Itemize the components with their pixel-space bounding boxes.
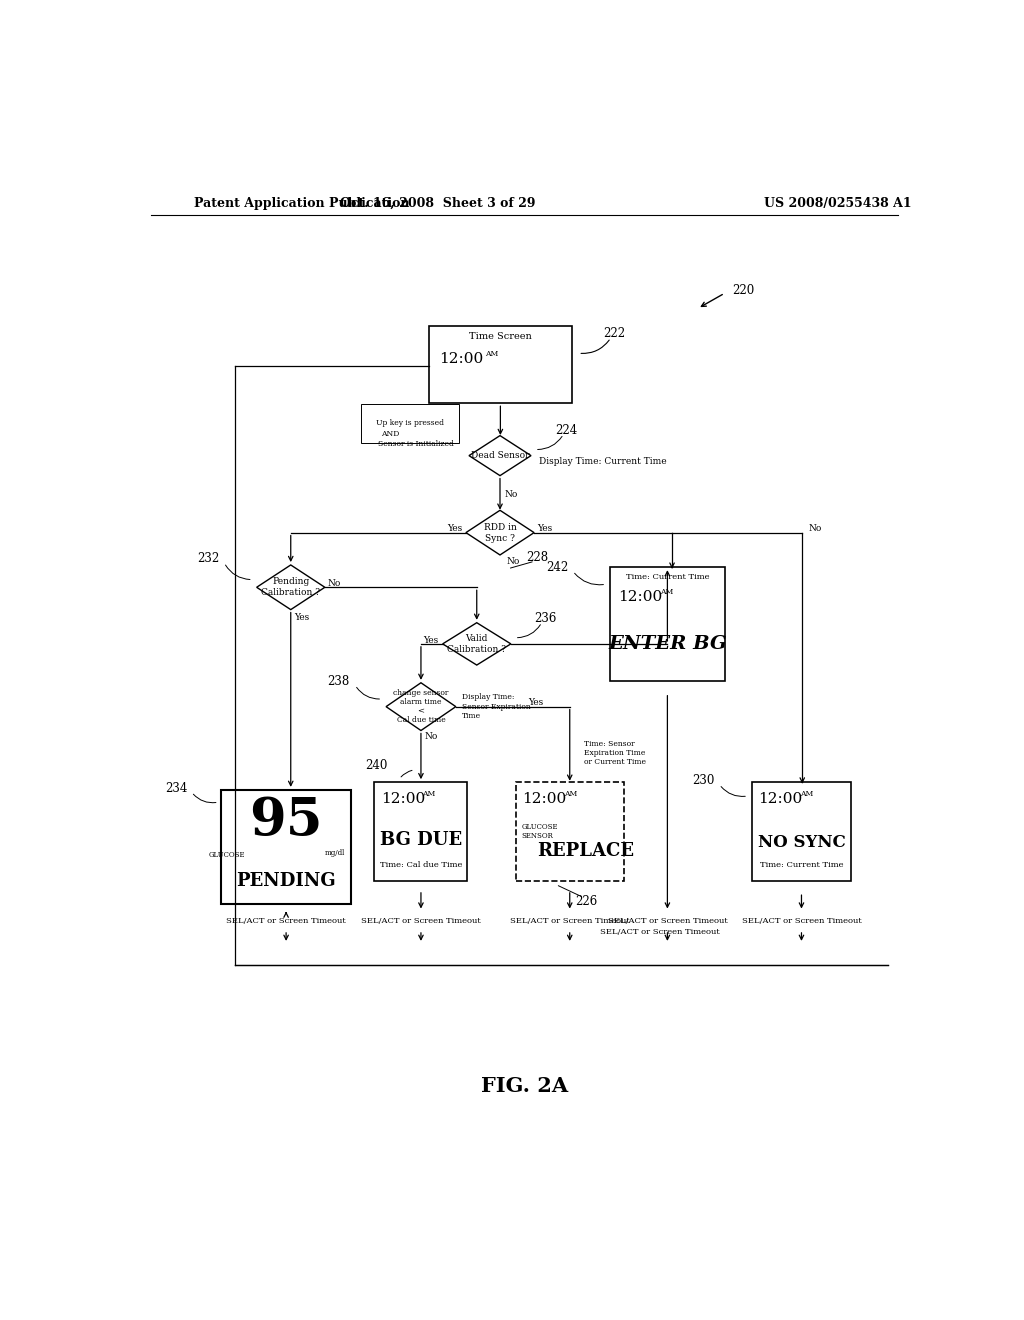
Text: AM: AM: [563, 791, 577, 799]
Text: Dead Sensor: Dead Sensor: [471, 451, 529, 461]
Text: NO SYNC: NO SYNC: [758, 834, 846, 850]
Text: Calibration ?: Calibration ?: [261, 589, 321, 597]
Text: No: No: [506, 557, 519, 565]
Text: Patent Application Publication: Patent Application Publication: [194, 197, 410, 210]
Text: RDD in: RDD in: [483, 523, 516, 532]
Text: SEL/ACT or Screen Timeout: SEL/ACT or Screen Timeout: [600, 928, 720, 936]
Text: FIG. 2A: FIG. 2A: [481, 1076, 568, 1096]
Text: Time: Sensor: Time: Sensor: [584, 739, 634, 747]
Text: Yes: Yes: [295, 612, 310, 622]
Text: Valid: Valid: [466, 634, 488, 643]
Text: Yes: Yes: [424, 635, 438, 644]
FancyBboxPatch shape: [375, 781, 467, 880]
Text: No: No: [505, 490, 518, 499]
Text: Time: Current Time: Time: Current Time: [760, 861, 843, 870]
Text: US 2008/0255438 A1: US 2008/0255438 A1: [764, 197, 911, 210]
Text: Display Time: Current Time: Display Time: Current Time: [539, 457, 667, 466]
Text: AM: AM: [659, 587, 673, 595]
Text: 12:00: 12:00: [758, 792, 803, 807]
Text: Time: Current Time: Time: Current Time: [626, 573, 710, 581]
Text: SEL/ACT or Screen Timeout: SEL/ACT or Screen Timeout: [510, 916, 630, 925]
Text: GLUCOSE: GLUCOSE: [521, 822, 558, 830]
Text: AM: AM: [423, 791, 436, 799]
FancyBboxPatch shape: [429, 326, 572, 404]
Text: SEL/ACT or Screen Timeout: SEL/ACT or Screen Timeout: [741, 916, 861, 925]
Text: Calibration ?: Calibration ?: [447, 644, 506, 653]
Text: Yes: Yes: [528, 698, 543, 708]
Text: Time Screen: Time Screen: [469, 331, 531, 341]
Text: 236: 236: [534, 612, 556, 624]
Text: 12:00: 12:00: [439, 351, 483, 366]
Text: 12:00: 12:00: [617, 590, 663, 603]
Text: or Current Time: or Current Time: [584, 758, 646, 766]
Text: 12:00: 12:00: [381, 792, 425, 807]
Text: alarm time: alarm time: [400, 698, 441, 706]
Text: Time: Cal due Time: Time: Cal due Time: [380, 861, 462, 870]
Text: AM: AM: [800, 791, 813, 799]
Text: Yes: Yes: [447, 524, 463, 533]
Text: 232: 232: [198, 552, 220, 565]
Text: PENDING: PENDING: [237, 871, 336, 890]
Text: 224: 224: [556, 424, 578, 437]
Text: Oct. 16, 2008  Sheet 3 of 29: Oct. 16, 2008 Sheet 3 of 29: [340, 197, 536, 210]
Text: Display Time:: Display Time:: [462, 693, 514, 701]
Text: AM: AM: [485, 350, 499, 358]
Text: GLUCOSE: GLUCOSE: [209, 851, 246, 859]
Polygon shape: [386, 682, 456, 730]
Text: Sensor Expiration: Sensor Expiration: [462, 702, 530, 710]
Text: 226: 226: [575, 895, 598, 908]
FancyBboxPatch shape: [221, 789, 351, 904]
Text: No: No: [809, 524, 822, 533]
Text: No: No: [328, 579, 341, 587]
Text: Pending: Pending: [272, 577, 309, 586]
Text: Sensor is Initialized: Sensor is Initialized: [378, 440, 454, 447]
Text: SEL/ACT or Screen Timeout: SEL/ACT or Screen Timeout: [226, 916, 346, 925]
Text: SEL/ACT or Screen Timeout: SEL/ACT or Screen Timeout: [607, 916, 727, 925]
Text: No: No: [425, 733, 438, 741]
Text: AND: AND: [381, 430, 399, 438]
Text: Cal due time: Cal due time: [396, 717, 445, 725]
Text: 240: 240: [365, 759, 387, 772]
Text: 238: 238: [327, 675, 349, 688]
FancyBboxPatch shape: [752, 781, 851, 880]
Text: 12:00: 12:00: [521, 792, 566, 807]
Polygon shape: [469, 436, 531, 475]
Text: 222: 222: [603, 327, 625, 341]
Text: 230: 230: [692, 774, 715, 787]
Text: <: <: [418, 708, 425, 715]
Text: SEL/ACT or Screen Timeout: SEL/ACT or Screen Timeout: [361, 916, 481, 925]
Text: 95: 95: [250, 795, 323, 846]
Text: 234: 234: [165, 781, 187, 795]
Text: REPLACE: REPLACE: [537, 842, 634, 861]
Polygon shape: [466, 511, 535, 554]
Text: Expiration Time: Expiration Time: [584, 748, 645, 756]
Text: change sensor: change sensor: [393, 689, 449, 697]
FancyBboxPatch shape: [515, 781, 624, 880]
Polygon shape: [257, 565, 325, 610]
Text: 228: 228: [526, 550, 548, 564]
Text: mg/dl: mg/dl: [325, 849, 345, 857]
Text: 220: 220: [732, 284, 755, 297]
Text: BG DUE: BG DUE: [380, 830, 462, 849]
Text: ENTER BG: ENTER BG: [608, 635, 727, 653]
Text: Yes: Yes: [538, 524, 553, 533]
Text: Up key is pressed: Up key is pressed: [376, 420, 444, 428]
Text: Time: Time: [462, 711, 481, 719]
Text: 242: 242: [546, 561, 568, 574]
Text: SENSOR: SENSOR: [521, 832, 554, 840]
Polygon shape: [442, 623, 511, 665]
FancyBboxPatch shape: [610, 568, 725, 681]
Text: Sync ?: Sync ?: [485, 533, 515, 543]
